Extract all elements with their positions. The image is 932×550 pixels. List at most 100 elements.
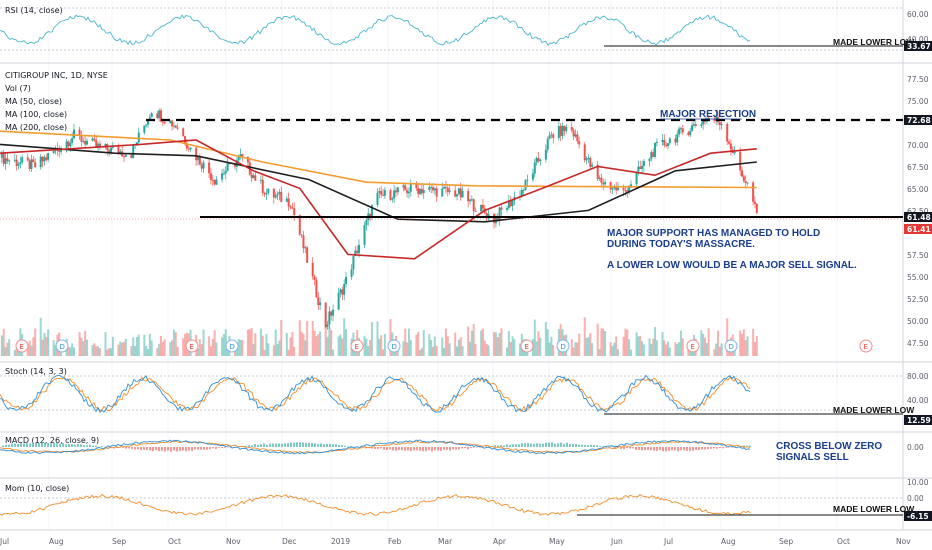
candle	[150, 113, 153, 118]
macd-bar	[275, 443, 277, 447]
candle	[526, 179, 529, 181]
price-axis-65-00: 65.00	[907, 185, 929, 194]
macd-bar	[215, 447, 217, 449]
macd-bar	[503, 445, 505, 447]
macd-bar	[641, 447, 643, 451]
macd-bar	[638, 447, 640, 451]
volume-bar	[622, 336, 625, 356]
dividend-marker[interactable]: D	[55, 339, 69, 353]
candle	[469, 199, 472, 202]
earnings-marker[interactable]: E	[859, 339, 873, 353]
volume-bar	[39, 317, 42, 356]
candle	[507, 200, 510, 209]
earnings-marker[interactable]: E	[185, 339, 199, 353]
candle	[246, 157, 249, 163]
candle	[524, 180, 527, 190]
dividend-marker[interactable]: D	[724, 339, 738, 353]
macd-bar	[146, 447, 148, 450]
volume-bar	[148, 333, 151, 356]
price-axis-52-50: 52.50	[907, 295, 929, 304]
candle	[250, 174, 253, 179]
macd-bar	[323, 444, 325, 447]
macd-bar	[95, 445, 97, 447]
price-legend-volume: Vol (7)	[5, 84, 31, 93]
volume-bar	[654, 327, 657, 356]
price-axis-55-00: 55.00	[907, 273, 929, 282]
candle	[169, 120, 172, 124]
candle	[629, 184, 632, 187]
candle	[311, 262, 314, 277]
earnings-marker[interactable]: E	[15, 339, 29, 353]
candle	[30, 159, 33, 169]
macd-bar	[455, 447, 457, 450]
volume-bar	[222, 334, 225, 356]
mom-axis-10: 10.00	[907, 478, 929, 487]
earnings-marker[interactable]: E	[520, 339, 534, 353]
volume-bar	[380, 335, 383, 356]
macd-bar	[53, 443, 55, 447]
volume-bar	[663, 340, 666, 356]
volume-bar	[718, 346, 721, 356]
macd-bar	[605, 446, 607, 448]
candle	[15, 159, 18, 166]
svg-text:E: E	[691, 343, 695, 351]
macd-bar	[521, 443, 523, 447]
volume-bar	[574, 342, 577, 356]
volume-bar	[752, 328, 755, 356]
volume-bar	[666, 341, 669, 356]
candle	[108, 150, 111, 154]
macd-histogram	[2, 442, 751, 452]
volume-bar	[285, 332, 288, 356]
volume-bar	[235, 349, 238, 356]
macd-bar	[284, 443, 286, 447]
price-legend-ma50: MA (50, close)	[5, 97, 62, 106]
volume-bar	[481, 328, 484, 356]
candle	[467, 190, 470, 202]
time-label: Nov	[896, 537, 911, 546]
candle	[215, 179, 218, 185]
candle	[124, 154, 127, 157]
macd-bar	[461, 447, 463, 449]
volume-bar	[518, 343, 521, 356]
candle	[474, 210, 477, 212]
volume-bar	[726, 318, 729, 356]
candle	[663, 139, 666, 146]
earnings-marker[interactable]: E	[350, 339, 364, 353]
volume-bar	[639, 336, 642, 356]
macd-bar	[446, 447, 448, 450]
macd-bar	[416, 447, 418, 451]
candle	[383, 190, 386, 196]
macd-bar	[134, 447, 136, 450]
volume-bar	[700, 330, 703, 356]
dividend-marker[interactable]: D	[387, 339, 401, 353]
macd-bar	[731, 447, 733, 448]
macd-bar	[260, 444, 262, 447]
candle	[626, 190, 629, 193]
candle	[417, 187, 420, 194]
macd-bar	[77, 444, 79, 447]
macd-bar	[218, 447, 220, 448]
candle	[431, 187, 434, 191]
candle	[280, 192, 283, 202]
candle	[472, 199, 475, 211]
macd-bar	[593, 445, 595, 447]
volume-bar	[615, 336, 618, 356]
candle	[93, 138, 96, 141]
volume-bar	[587, 337, 590, 356]
volume-bar	[713, 349, 716, 356]
macd-bar	[497, 445, 499, 447]
macd-bar	[722, 447, 724, 449]
dividend-marker[interactable]: D	[556, 339, 570, 353]
volume-bar	[121, 342, 124, 356]
macd-bar	[563, 443, 565, 447]
macd-bar	[611, 446, 613, 448]
candle	[394, 190, 397, 193]
volume-bar	[28, 340, 31, 356]
price-axis-75-00: 75.00	[907, 97, 929, 106]
macd-bar	[674, 447, 676, 451]
earnings-marker[interactable]: E	[686, 339, 700, 353]
candle	[91, 138, 94, 141]
dividend-marker[interactable]: D	[225, 339, 239, 353]
volume-bar	[337, 336, 340, 356]
